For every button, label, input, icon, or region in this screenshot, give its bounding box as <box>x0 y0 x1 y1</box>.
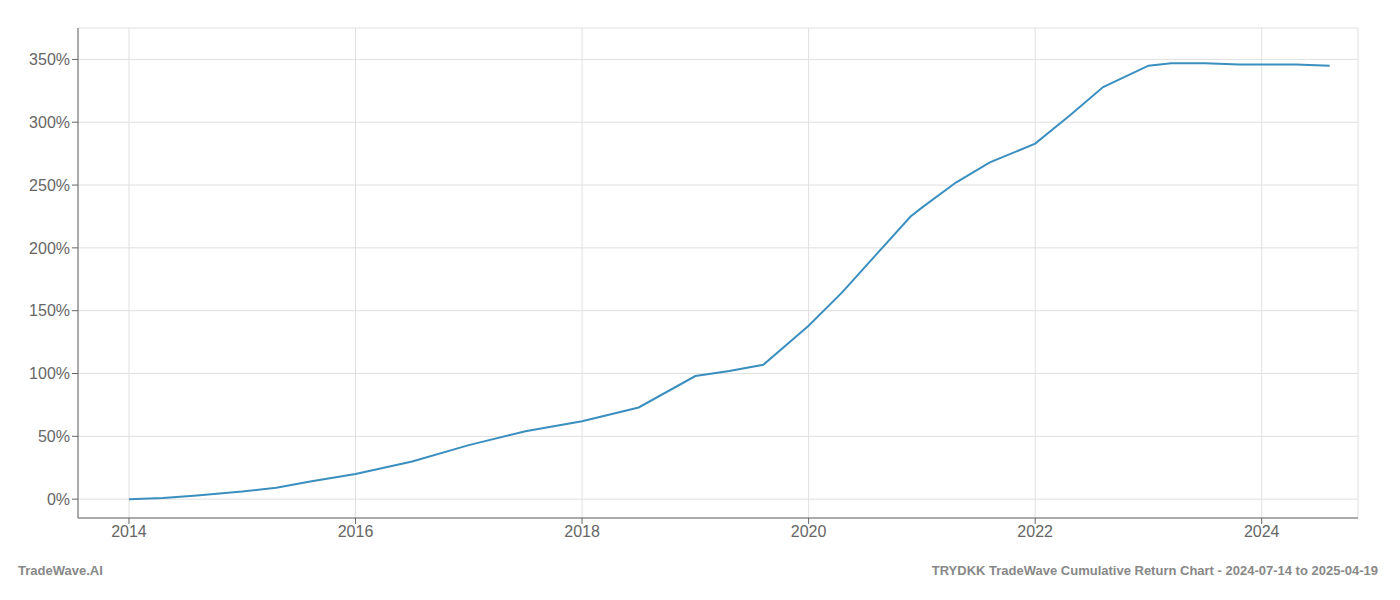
svg-text:200%: 200% <box>29 240 70 257</box>
svg-text:0%: 0% <box>47 491 70 508</box>
svg-text:2024: 2024 <box>1244 523 1280 540</box>
svg-text:2014: 2014 <box>111 523 147 540</box>
svg-text:2020: 2020 <box>791 523 827 540</box>
svg-text:50%: 50% <box>38 428 70 445</box>
html-text:TradeWave.AI: TradeWave.AI <box>18 562 103 578</box>
html-text:TRYDKK TradeWave Cumulative Re: TRYDKK TradeWave Cumulative Return Chart… <box>931 562 1378 578</box>
svg-text:350%: 350% <box>29 51 70 68</box>
svg-text:250%: 250% <box>29 177 70 194</box>
svg-text:2018: 2018 <box>564 523 600 540</box>
svg-text:2016: 2016 <box>338 523 374 540</box>
svg-text:100%: 100% <box>29 365 70 382</box>
svg-text:2022: 2022 <box>1017 523 1053 540</box>
svg-text:150%: 150% <box>29 302 70 319</box>
svg-text:300%: 300% <box>29 114 70 131</box>
